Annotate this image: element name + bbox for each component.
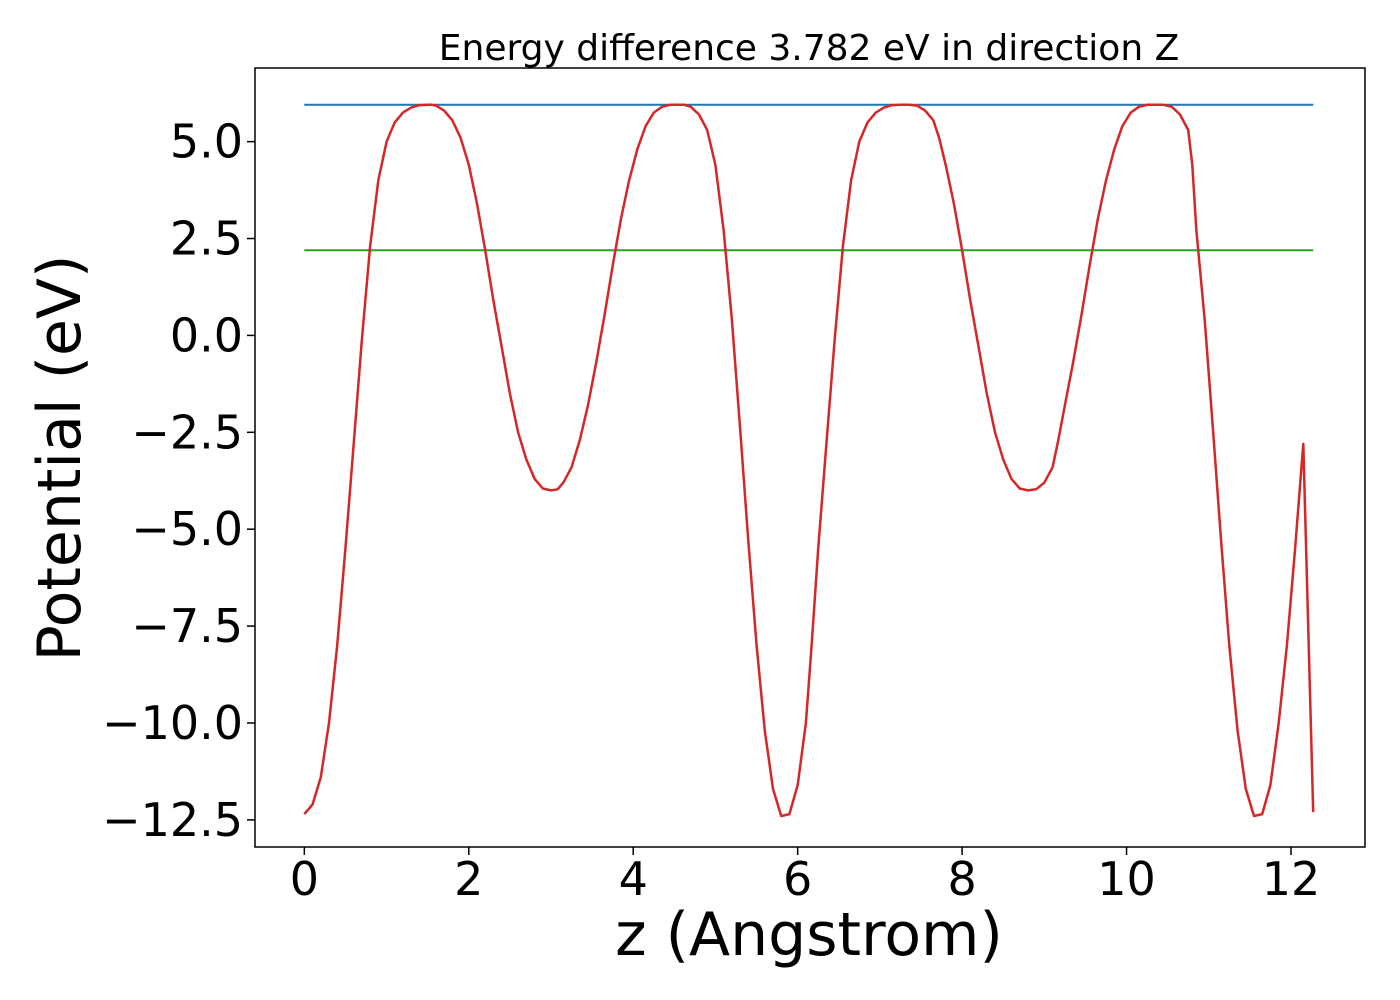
- y-tick-label: −7.5: [131, 599, 243, 653]
- plot-area-frame: [254, 67, 1366, 848]
- y-tick-label: −5.0: [131, 502, 243, 556]
- y-tick-label: −12.5: [102, 793, 243, 847]
- y-tick-label: 5.0: [170, 115, 243, 169]
- chart-title: Energy difference 3.782 eV in direction …: [439, 28, 1180, 69]
- x-tick-label: 6: [783, 852, 812, 906]
- x-axis: 0 2 4 6 8 10 12: [290, 847, 1321, 906]
- y-tick-label: −10.0: [102, 696, 243, 750]
- x-tick-label: 10: [1097, 852, 1156, 906]
- y-tick-label: 2.5: [170, 212, 243, 266]
- series-line-0: [303, 103, 1315, 818]
- x-tick-label: 0: [290, 852, 319, 906]
- x-tick-label: 2: [454, 852, 483, 906]
- x-tick-label: 8: [947, 852, 976, 906]
- x-axis-label: z (Angstrom): [615, 900, 1003, 970]
- y-axis: 5.0 2.5 0.0 −2.5 −5.0 −7.5 −10.0 −12.5: [102, 115, 255, 847]
- y-tick-label: 0.0: [170, 308, 243, 362]
- x-tick-label: 12: [1262, 852, 1321, 906]
- x-tick-label: 4: [619, 852, 648, 906]
- series-layer: [303, 103, 1315, 818]
- y-axis-label: Potential (eV): [25, 255, 95, 662]
- y-tick-label: −2.5: [131, 405, 243, 459]
